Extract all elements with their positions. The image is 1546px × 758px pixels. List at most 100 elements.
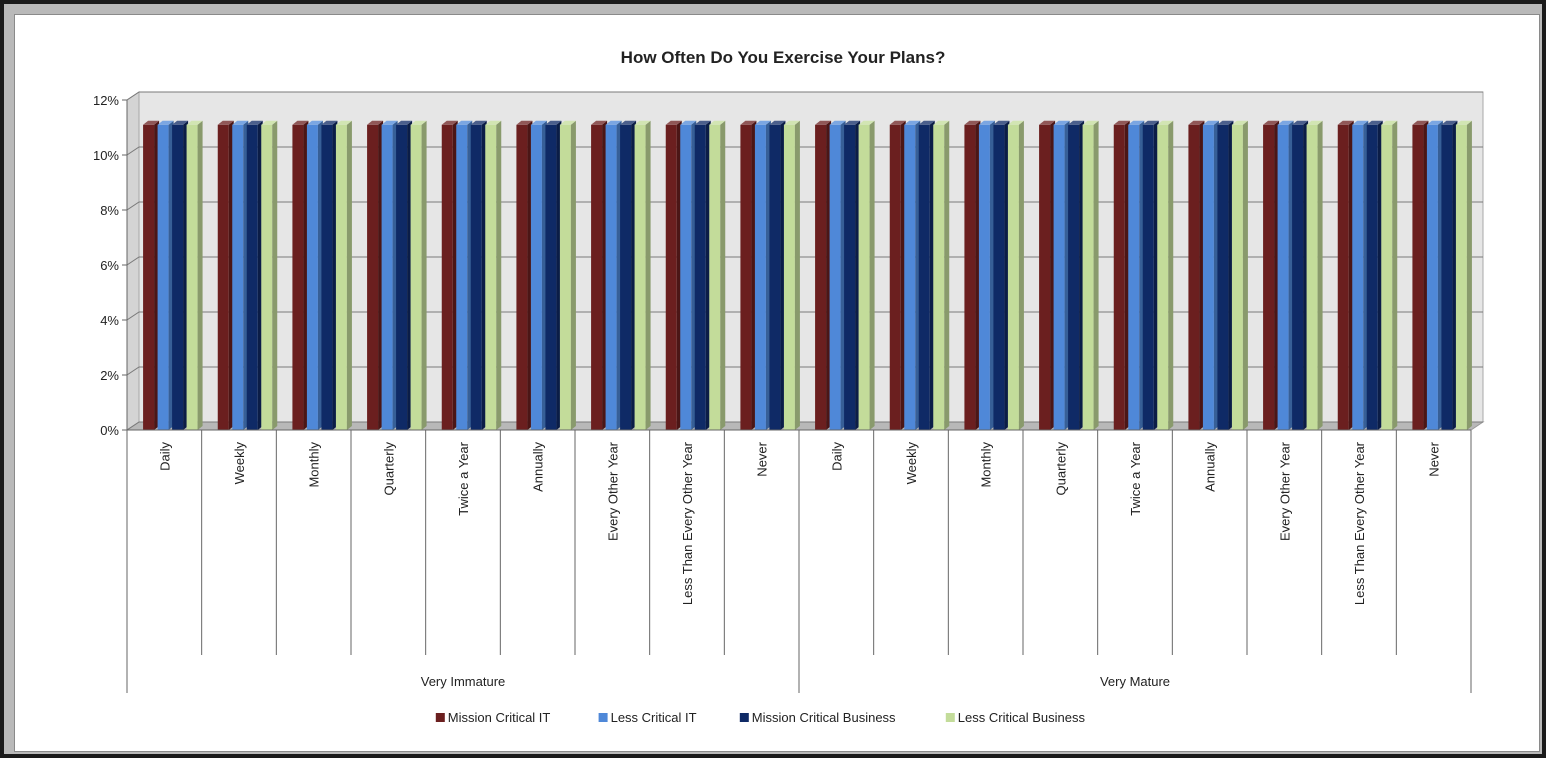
x-tick-label: Weekly	[232, 442, 247, 485]
legend-swatch	[435, 713, 445, 722]
bar	[396, 120, 413, 430]
bar	[1426, 120, 1443, 430]
legend-item: Less Critical Business	[945, 710, 1086, 725]
bar	[485, 120, 502, 430]
x-tick-label: Daily	[157, 442, 172, 471]
y-tick-label: 4%	[100, 313, 119, 328]
chart-frame-border: How Often Do You Exercise Your Plans? 0%…	[4, 4, 1542, 754]
y-tick-label: 12%	[93, 93, 119, 108]
bar	[591, 120, 608, 430]
legend-label: Mission Critical IT	[448, 710, 551, 725]
bar	[1188, 120, 1205, 430]
gridline	[126, 91, 1483, 101]
bar	[1039, 120, 1056, 430]
bar	[815, 120, 832, 430]
bar	[157, 120, 174, 430]
bar	[1337, 120, 1354, 430]
x-tick-label: Every Other Year	[1277, 441, 1292, 541]
bar	[1068, 120, 1085, 430]
group-label: Very Mature	[1100, 674, 1170, 689]
x-tick-label: Weekly	[904, 442, 919, 485]
legend-swatch	[739, 713, 749, 722]
bar	[964, 120, 981, 430]
bar	[186, 120, 203, 430]
group-label: Very Immature	[421, 674, 506, 689]
bar	[1263, 120, 1280, 430]
gridline	[126, 421, 1483, 431]
x-tick-label: Monthly	[307, 442, 322, 488]
gridline	[126, 201, 1483, 211]
legend-label: Less Critical Business	[958, 710, 1086, 725]
bar-chart: How Often Do You Exercise Your Plans? 0%…	[93, 48, 1485, 725]
bar	[1157, 120, 1174, 430]
bar	[545, 120, 562, 430]
bar	[261, 120, 278, 430]
bar	[335, 120, 352, 430]
bar	[709, 120, 726, 430]
bar	[1306, 120, 1323, 430]
bar	[1277, 120, 1294, 430]
y-tick-label: 6%	[100, 258, 119, 273]
bar	[889, 120, 906, 430]
x-tick-label: Never	[1427, 441, 1442, 476]
y-axis: 0% 2% 4% 6% 8% 10% 12%	[93, 93, 128, 438]
bar	[1455, 120, 1472, 430]
bar	[858, 120, 875, 430]
x-axis: Daily Weekly Monthly Quarterly Twice a Year A…	[126, 429, 1472, 693]
bar	[783, 120, 800, 430]
bar	[367, 120, 384, 430]
chart-title: How Often Do You Exercise Your Plans?	[621, 48, 946, 67]
bar	[530, 120, 547, 430]
bar	[634, 120, 651, 430]
bar	[217, 120, 234, 430]
y-tick-label: 2%	[100, 368, 119, 383]
legend: Mission Critical IT Less Critical IT Missi…	[435, 710, 1086, 725]
x-tick-label: Never	[755, 441, 770, 476]
bar	[740, 120, 757, 430]
bar	[172, 120, 189, 430]
x-tick-label: Twice a Year	[1128, 441, 1143, 515]
bar	[1366, 120, 1383, 430]
x-tick-label: Quarterly	[1053, 442, 1068, 496]
bar	[1082, 120, 1099, 430]
legend-swatch	[598, 713, 608, 722]
bar	[1381, 120, 1398, 430]
bar	[918, 120, 935, 430]
legend-label: Less Critical IT	[611, 710, 697, 725]
bar	[665, 120, 682, 430]
bar	[1217, 120, 1234, 430]
bar	[1412, 120, 1429, 430]
bar	[470, 120, 487, 430]
bar	[1113, 120, 1130, 430]
x-tick-label: Monthly	[979, 442, 994, 488]
bar	[1231, 120, 1248, 430]
bar	[993, 120, 1010, 430]
bar	[754, 120, 771, 430]
bar	[978, 120, 995, 430]
bar	[143, 120, 160, 430]
bar	[1142, 120, 1159, 430]
bar	[1202, 120, 1219, 430]
x-tick-label: Less Than Every Other Year	[1352, 441, 1367, 605]
legend-item: Mission Critical IT	[435, 710, 551, 725]
bar	[844, 120, 861, 430]
bar	[829, 120, 846, 430]
gridline	[126, 146, 1483, 156]
legend-item: Less Critical IT	[598, 710, 697, 725]
bar	[1007, 120, 1024, 430]
x-tick-label: Twice a Year	[456, 441, 471, 515]
legend-item: Mission Critical Business	[739, 710, 896, 725]
bar	[381, 120, 398, 430]
y-tick-label: 10%	[93, 148, 119, 163]
gridlines	[126, 91, 1483, 431]
bar	[680, 120, 697, 430]
y-tick-label: 0%	[100, 423, 119, 438]
x-tick-label: Daily	[829, 442, 844, 471]
gridline	[126, 366, 1483, 376]
bar	[1128, 120, 1145, 430]
x-tick-label: Quarterly	[381, 442, 396, 496]
x-tick-label: Annually	[1203, 442, 1218, 492]
y-tick-label: 8%	[100, 203, 119, 218]
bar	[904, 120, 921, 430]
